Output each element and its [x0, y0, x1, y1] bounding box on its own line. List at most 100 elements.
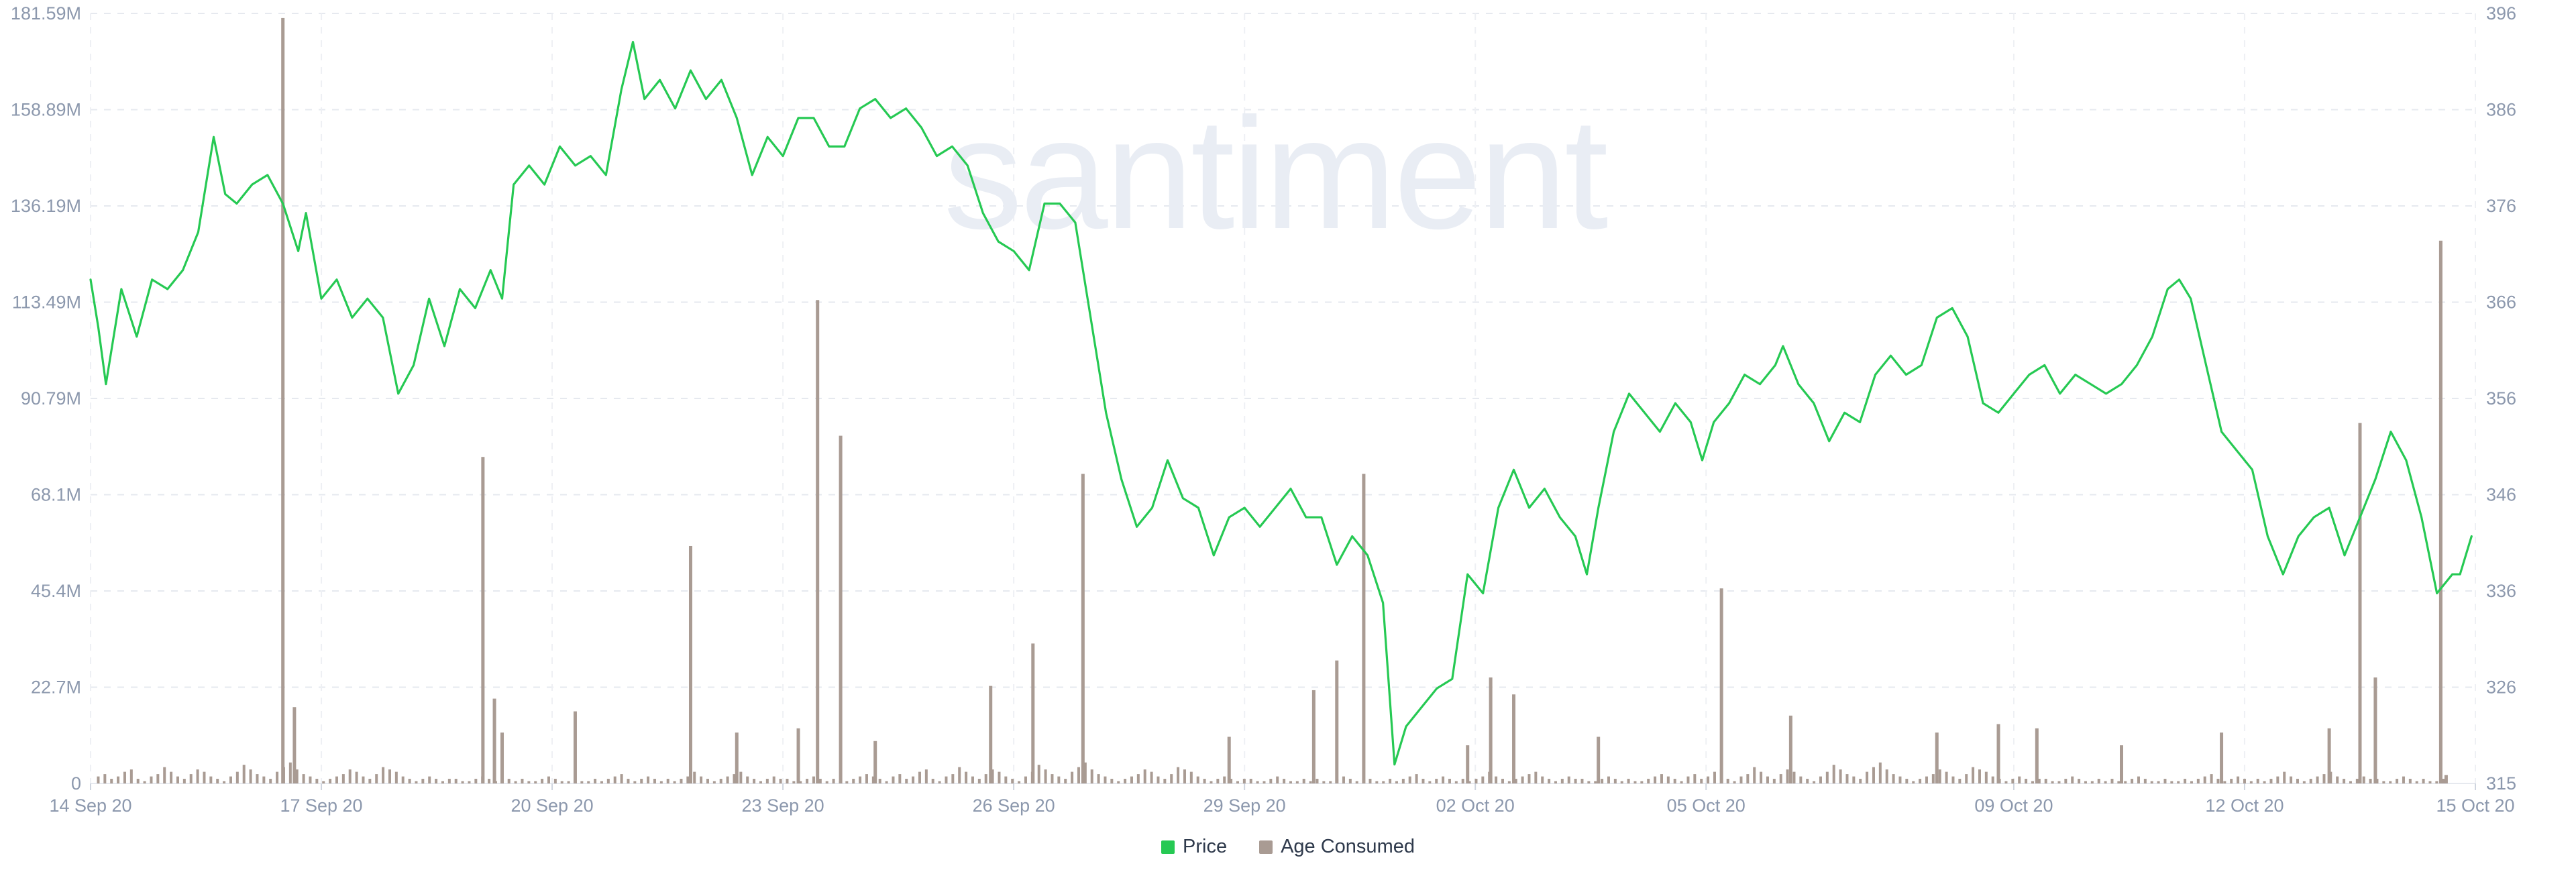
age-consumed-bar [1951, 776, 1955, 783]
left-axis: 0 22.7M 45.4M 68.1M 90.79M 113.49M 136.19M 158.… [11, 3, 81, 794]
right-axis-tick-label: 336 [2486, 581, 2516, 601]
age-consumed-bar [249, 769, 252, 783]
age-consumed-bar [2269, 779, 2273, 783]
x-axis: 14 Sep 20 17 Sep 20 20 Sep 20 23 Sep 20 26 S… [49, 783, 2515, 816]
age-consumed-bar [712, 781, 716, 783]
age-consumed-spike [500, 732, 504, 783]
age-consumed-bar [786, 779, 789, 783]
age-consumed-bar [825, 781, 828, 783]
age-consumed-bar [1368, 779, 1372, 783]
age-consumed-spike [573, 711, 577, 783]
age-consumed-bar [1104, 776, 1107, 783]
age-consumed-bar [1845, 774, 1849, 783]
age-consumed-bar [1673, 779, 1676, 783]
age-consumed-spike [688, 545, 692, 783]
age-consumed-spike [839, 435, 843, 783]
age-consumed-bar [2184, 779, 2187, 783]
age-consumed-bar [620, 774, 623, 783]
age-consumed-bar [1507, 781, 1511, 783]
age-consumed-bar [1806, 779, 1809, 783]
age-consumed-bar [998, 771, 1001, 783]
legend-item-age-consumed[interactable]: Age Consumed [1259, 836, 1415, 858]
age-consumed-bar [2190, 781, 2193, 783]
age-consumed-bar [647, 776, 650, 783]
age-consumed-bar [1011, 779, 1014, 783]
age-consumed-bar [2078, 779, 2081, 783]
age-consumed-bar [2084, 781, 2087, 783]
age-consumed-bar [2025, 779, 2028, 783]
age-consumed-bar [1594, 781, 1597, 783]
age-consumed-bar [1097, 774, 1100, 783]
age-consumed-bar [666, 779, 669, 783]
age-consumed-bar [1230, 779, 1233, 783]
age-consumed-spike [1489, 677, 1493, 783]
age-consumed-bar [203, 771, 206, 783]
age-consumed-bar [686, 776, 690, 783]
age-consumed-bar [1567, 776, 1570, 783]
age-consumed-bar [2369, 779, 2372, 783]
age-consumed-bar [2283, 771, 2286, 783]
age-consumed-bar [1654, 776, 1657, 783]
age-consumed-bar [2402, 776, 2405, 783]
age-consumed-spike [735, 732, 739, 783]
age-consumed-bar [2435, 781, 2438, 783]
age-consumed-bar [163, 767, 166, 783]
age-consumed-bar [421, 779, 425, 783]
age-consumed-bar [415, 781, 418, 783]
age-consumed-bar [375, 774, 378, 783]
age-consumed-bar [507, 779, 511, 783]
age-consumed-spike [2119, 745, 2123, 783]
age-consumed-bar [2296, 779, 2299, 783]
age-consumed-bar [1289, 781, 1292, 783]
age-consumed-bar [110, 779, 113, 783]
age-consumed-bar [1083, 762, 1087, 783]
age-consumed-bar [216, 779, 219, 783]
age-consumed-bar [1739, 776, 1743, 783]
age-consumed-bar [1713, 771, 1716, 783]
age-consumed-bar [1395, 781, 1398, 783]
age-consumed-bar [2249, 781, 2253, 783]
age-consumed-bar [1925, 776, 1928, 783]
x-axis-tick-label: 23 Sep 20 [742, 796, 824, 816]
left-axis-tick-label: 181.59M [11, 3, 81, 23]
x-axis-tick-label: 20 Sep 20 [511, 796, 594, 816]
age-consumed-bar [329, 779, 332, 783]
age-consumed-bar [468, 781, 471, 783]
age-consumed-bar [1620, 781, 1623, 783]
left-axis-tick-label: 0 [71, 773, 81, 794]
age-consumed-bar [435, 779, 438, 783]
age-consumed-bar [991, 769, 994, 783]
age-consumed-bar [2442, 779, 2445, 783]
age-consumed-bar [1322, 781, 1326, 783]
age-consumed-bar [2223, 781, 2226, 783]
age-consumed-bar [2090, 781, 2094, 783]
age-consumed-bar [1401, 779, 1405, 783]
age-consumed-bar [1760, 771, 1763, 783]
age-consumed-bar [1024, 776, 1027, 783]
age-consumed-bar [2276, 776, 2279, 783]
age-consumed-bar [594, 779, 597, 783]
watermark-logo: santiment [943, 85, 1607, 262]
age-consumed-spike [1597, 737, 1601, 783]
chart-svg: santiment 0 22.7M 45.4M 68.1M 90.79M 113.49M 1… [11, 3, 2516, 816]
age-consumed-bar [759, 781, 762, 783]
age-consumed-bar [1495, 776, 1498, 783]
age-consumed-bar [527, 781, 531, 783]
age-consumed-bar [1216, 779, 1220, 783]
age-consumed-bar [2071, 776, 2074, 783]
age-consumed-bar [971, 776, 974, 783]
legend-item-price[interactable]: Price [1161, 836, 1227, 858]
age-consumed-bar [1136, 774, 1140, 783]
age-consumed-bar [653, 779, 656, 783]
age-consumed-bar [2131, 779, 2134, 783]
age-consumed-bar [1866, 771, 1869, 783]
age-consumed-spike [1227, 737, 1231, 783]
age-consumed-bar [1037, 765, 1040, 783]
age-consumed-bar [136, 779, 140, 783]
age-consumed-bar [209, 776, 213, 783]
age-consumed-bar [1130, 776, 1133, 783]
age-consumed-bar [394, 771, 398, 783]
age-consumed-bar [1534, 771, 1538, 783]
age-consumed-bar [945, 776, 948, 783]
age-consumed-bar [1448, 779, 1451, 783]
